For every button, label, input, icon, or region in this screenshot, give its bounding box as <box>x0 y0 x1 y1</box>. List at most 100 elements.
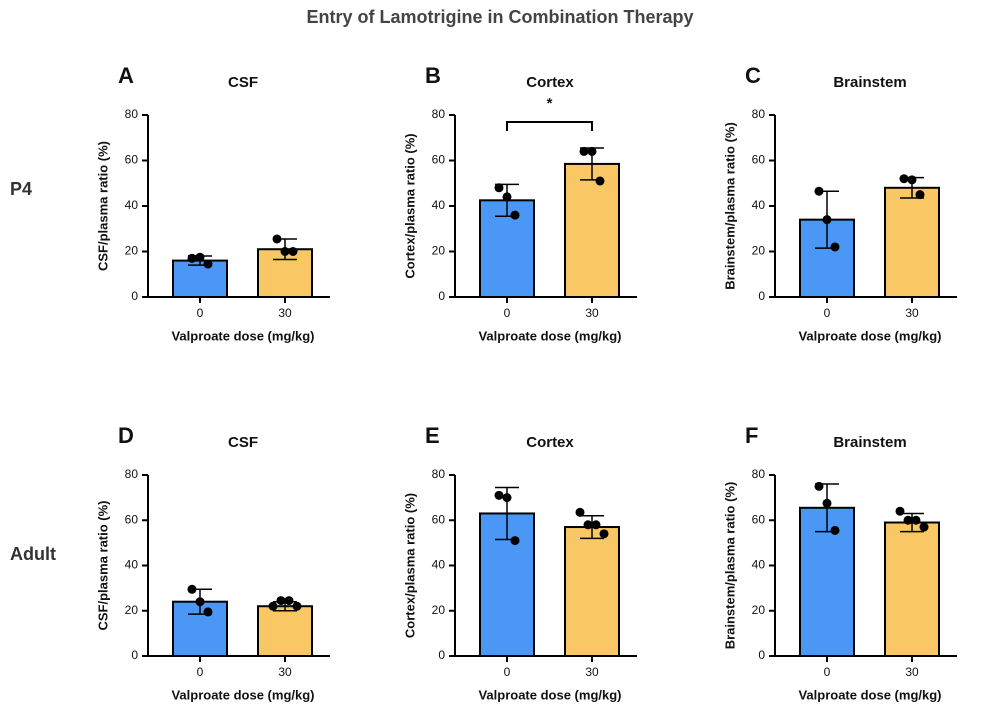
x-axis-label: Valproate dose (mg/kg) <box>171 687 314 702</box>
data-point <box>272 234 282 244</box>
data-point <box>595 176 605 186</box>
significance-bracket <box>506 121 593 131</box>
data-point <box>591 520 601 530</box>
panel: D CSF CSF/plasma ratio (%) Valproate dose (… <box>95 423 330 702</box>
data-point <box>907 175 917 185</box>
data-point <box>583 520 593 530</box>
data-point <box>187 253 197 263</box>
data-point <box>919 522 929 532</box>
bar <box>257 605 313 657</box>
y-tick-label: 20 <box>432 244 446 258</box>
panel: F Brainstem Brainstem/plasma ratio (%) Valp… <box>722 423 957 702</box>
x-axis-label: Valproate dose (mg/kg) <box>478 328 621 343</box>
y-tick-label: 60 <box>432 153 446 167</box>
bar <box>564 162 620 298</box>
panel-letter: C <box>745 63 761 88</box>
y-tick-label: 80 <box>125 107 139 121</box>
panel: C Brainstem Brainstem/plasma ratio (%) Valp… <box>722 63 957 343</box>
panel-title: Cortex <box>526 74 574 91</box>
y-tick-label: 40 <box>752 198 766 212</box>
y-tick-label: 20 <box>752 603 766 617</box>
panel-title: CSF <box>228 74 258 91</box>
y-tick-label: 40 <box>125 198 139 212</box>
panel-title: Brainstem <box>833 434 906 451</box>
data-point <box>895 506 905 516</box>
y-tick-label: 20 <box>432 603 446 617</box>
y-tick-label: 60 <box>752 153 766 167</box>
x-axis-label: Valproate dose (mg/kg) <box>798 328 941 343</box>
data-point <box>292 601 302 611</box>
y-tick-label: 60 <box>752 512 766 526</box>
bar <box>884 521 940 658</box>
data-point <box>814 186 824 196</box>
x-tick-label: 30 <box>905 306 919 320</box>
row-label: Adult <box>10 544 56 564</box>
y-tick-label: 40 <box>125 558 139 572</box>
y-tick-label: 60 <box>125 512 139 526</box>
data-point <box>203 259 213 269</box>
panel-title: Brainstem <box>833 74 906 91</box>
y-tick-label: 20 <box>125 244 139 258</box>
panel-letter: B <box>425 63 441 88</box>
x-tick-label: 0 <box>197 306 204 320</box>
y-axis-label: CSF/plasma ratio (%) <box>95 500 110 630</box>
data-point <box>830 242 840 252</box>
data-point <box>284 596 294 606</box>
panel-letter: D <box>118 423 134 448</box>
data-point <box>579 146 589 156</box>
significance-label: * <box>547 95 553 112</box>
row-label: P4 <box>10 179 32 199</box>
x-tick-label: 30 <box>585 665 599 679</box>
y-tick-label: 80 <box>432 107 446 121</box>
y-axis-label: Brainstem/plasma ratio (%) <box>722 122 737 290</box>
panel: E Cortex Cortex/plasma ratio (%) Valproate … <box>402 423 637 702</box>
data-point <box>575 507 585 517</box>
panel-letter: E <box>425 423 440 448</box>
data-point <box>822 498 832 508</box>
bar <box>564 526 620 657</box>
x-axis-label: Valproate dose (mg/kg) <box>171 328 314 343</box>
x-tick-label: 30 <box>278 665 292 679</box>
x-tick-label: 30 <box>278 306 292 320</box>
y-tick-label: 80 <box>752 467 766 481</box>
data-point <box>276 596 286 606</box>
bar <box>799 506 855 657</box>
x-tick-label: 30 <box>905 665 919 679</box>
data-point <box>911 515 921 525</box>
panel-title: CSF <box>228 434 258 451</box>
data-point <box>814 481 824 491</box>
data-point <box>195 252 205 262</box>
data-point <box>494 183 504 193</box>
bar <box>884 186 940 298</box>
data-point <box>903 515 913 525</box>
data-point <box>510 210 520 220</box>
figure-title: Entry of Lamotrigine in Combination Ther… <box>306 7 693 27</box>
x-tick-label: 0 <box>504 306 511 320</box>
panel: B Cortex Cortex/plasma ratio (%) Valproate … <box>402 63 637 343</box>
data-point <box>830 525 840 535</box>
y-tick-label: 40 <box>432 198 446 212</box>
data-point <box>268 601 278 611</box>
x-tick-label: 0 <box>824 665 831 679</box>
x-axis-label: Valproate dose (mg/kg) <box>798 687 941 702</box>
x-tick-label: 0 <box>824 306 831 320</box>
x-tick-label: 0 <box>504 665 511 679</box>
data-point <box>915 190 925 200</box>
y-tick-label: 0 <box>438 289 445 303</box>
y-tick-label: 0 <box>758 648 765 662</box>
panel-letter: F <box>745 423 758 448</box>
y-tick-label: 80 <box>752 107 766 121</box>
data-point <box>502 192 512 202</box>
data-point <box>599 529 609 539</box>
bar <box>479 512 535 658</box>
y-tick-label: 60 <box>125 153 139 167</box>
data-point <box>195 597 205 607</box>
panel: A CSF CSF/plasma ratio (%) Valproate dose (… <box>95 63 330 343</box>
x-tick-label: 30 <box>585 306 599 320</box>
y-tick-label: 80 <box>125 467 139 481</box>
bar <box>172 259 228 299</box>
y-axis-label: Cortex/plasma ratio (%) <box>402 133 417 278</box>
y-tick-label: 0 <box>758 289 765 303</box>
data-point <box>899 174 909 184</box>
